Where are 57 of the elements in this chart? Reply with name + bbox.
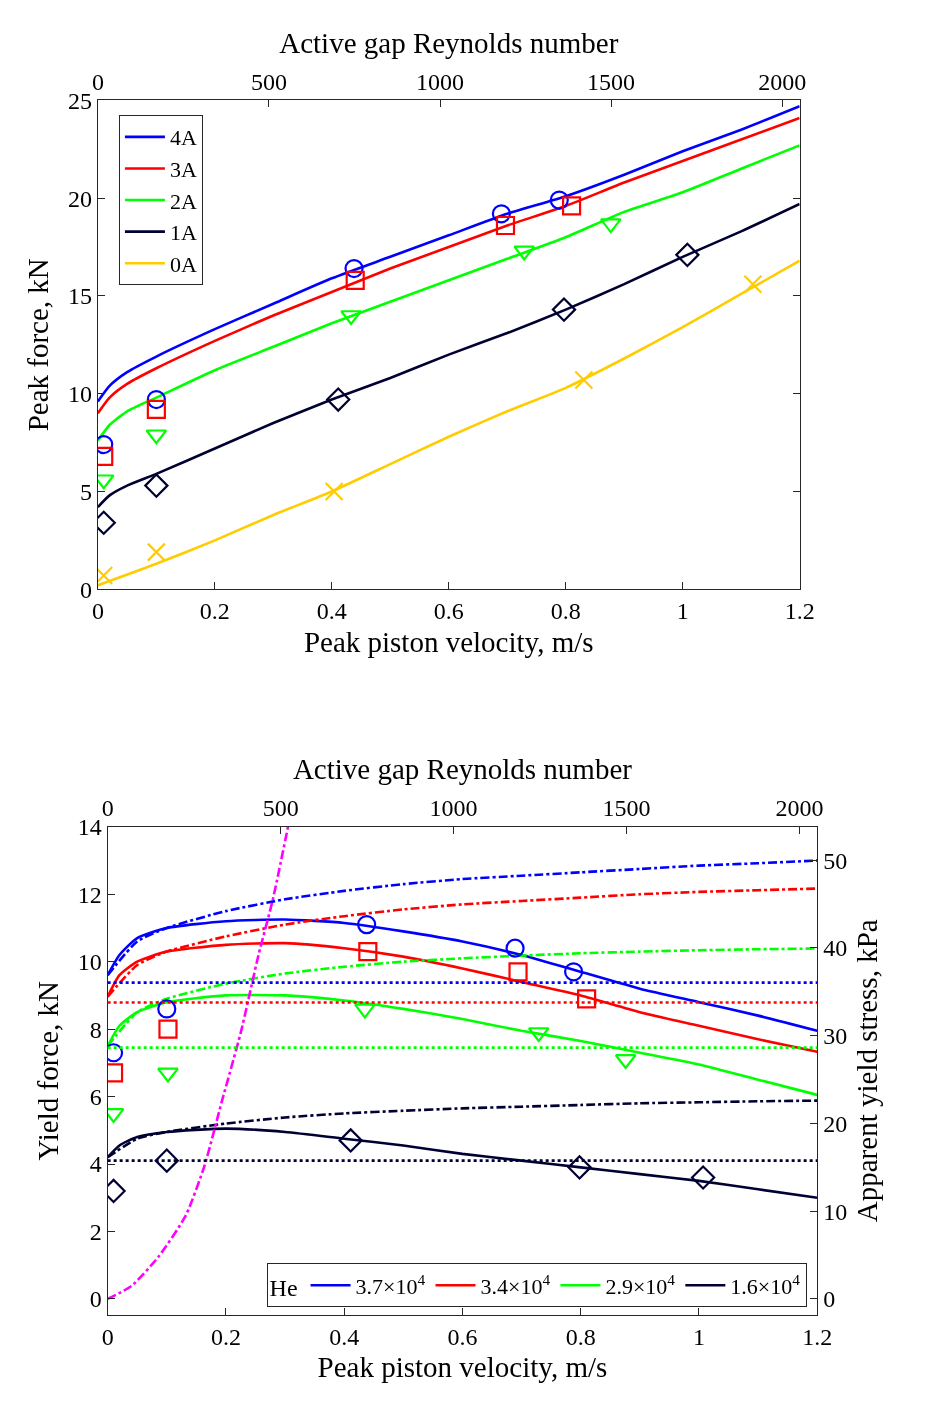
y-tick-label: 6: [89, 1083, 102, 1110]
x-tick-label: 0.4: [316, 598, 347, 625]
x-tick-label: 0.6: [433, 598, 464, 625]
y-tick-label: 20: [67, 185, 92, 212]
x-tick-label: 0.8: [565, 1323, 596, 1350]
y-tick-label: 10: [77, 949, 102, 976]
y2-axis-title: Apparent yield stress, kPa: [850, 919, 883, 1223]
y-tick-label: 15: [67, 283, 92, 310]
y-axis-title: Peak force, kN: [22, 258, 55, 432]
y-tick-label: 2: [89, 1218, 102, 1245]
y-tick-label: 5: [79, 478, 92, 505]
x-tick-label: 0.4: [329, 1323, 360, 1350]
x2-tick-label: 2000: [775, 795, 824, 822]
x2-tick-label: 1500: [602, 795, 651, 822]
y-tick-label: 12: [77, 881, 102, 908]
x-tick-label: 1: [692, 1323, 705, 1350]
x2-tick-label: 1000: [429, 795, 478, 822]
y-axis-title: Yield force, kN: [32, 980, 65, 1161]
x2-axis-title: Active gap Reynolds number: [279, 27, 619, 60]
y2-tick-label: 0: [823, 1286, 836, 1313]
legend-label: 4A: [169, 125, 197, 151]
y2-tick-label: 50: [823, 847, 848, 874]
x-tick-label: 1.2: [784, 598, 815, 625]
legend-label: 1A: [169, 220, 197, 246]
legend-label: 3.4×10$^{4}$: [480, 1270, 551, 1299]
legend-title: He: [269, 1274, 298, 1301]
y-tick-label: 8: [89, 1016, 102, 1043]
x2-axis-title: Active gap Reynolds number: [292, 753, 633, 786]
x-tick-label: 0.6: [447, 1323, 478, 1350]
x-tick-label: 1.2: [802, 1323, 833, 1350]
legend-label: 0A: [169, 251, 197, 277]
y-tick-label: 0: [79, 576, 92, 603]
legend-label: 3A: [169, 157, 197, 183]
y-tick-label: 25: [67, 87, 92, 114]
y-tick-label: 14: [77, 814, 102, 841]
y-tick-label: 0: [89, 1286, 102, 1313]
y2-tick-label: 40: [823, 935, 848, 962]
x2-tick-label: 1500: [587, 68, 636, 95]
legend-label: 3.7×10$^{4}$: [355, 1270, 426, 1299]
y2-tick-label: 20: [823, 1110, 848, 1137]
x-tick-label: 0.2: [210, 1323, 241, 1350]
y2-tick-label: 30: [823, 1023, 848, 1050]
legend-label: 2.9×10$^{4}$: [605, 1270, 676, 1299]
y-tick-label: 4: [89, 1151, 102, 1178]
x-axis-title: Peak piston velocity, m/s: [303, 625, 594, 658]
y-tick-label: 10: [67, 381, 92, 408]
x2-tick-label: 500: [262, 795, 299, 822]
y2-tick-label: 10: [823, 1198, 848, 1225]
x2-tick-label: 1000: [416, 68, 465, 95]
legend-label: 2A: [169, 188, 197, 214]
x-tick-label: 0.2: [199, 598, 230, 625]
x-tick-label: 1: [676, 598, 689, 625]
x2-tick-label: 500: [250, 68, 287, 95]
x-axis-title: Peak piston velocity, m/s: [317, 1351, 608, 1384]
x2-tick-label: 2000: [758, 68, 807, 95]
x-tick-label: 0.8: [550, 598, 581, 625]
legend-label: 1.6×10$^{4}$: [730, 1270, 801, 1299]
